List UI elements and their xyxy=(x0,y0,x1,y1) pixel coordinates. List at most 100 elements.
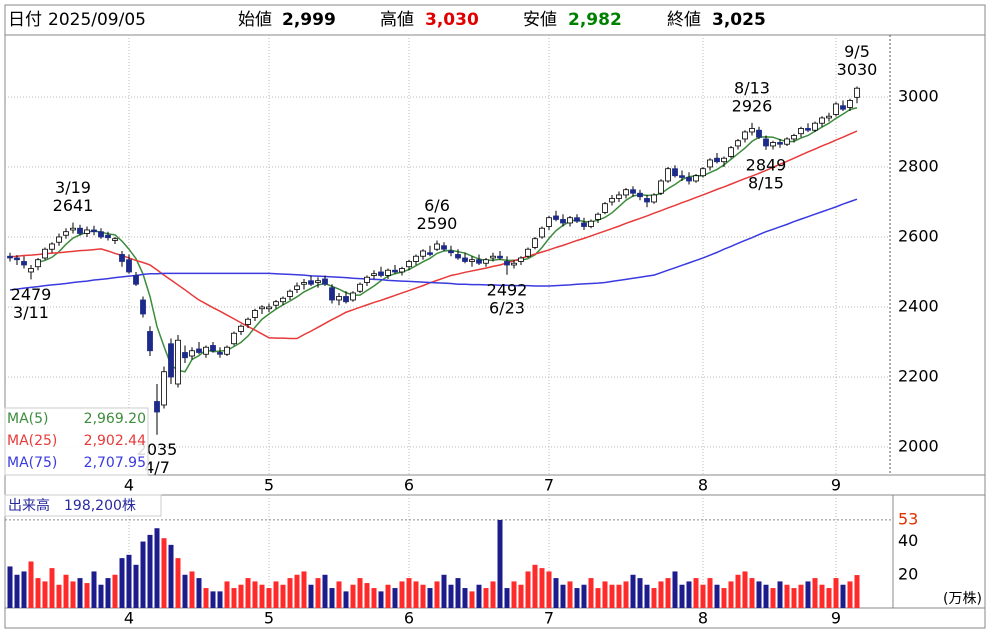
candle-body xyxy=(406,261,412,268)
candle-body xyxy=(203,346,209,355)
candle-body xyxy=(21,261,27,266)
volume-bar xyxy=(854,575,860,608)
volume-latest: 198,200株 xyxy=(64,498,136,514)
candle-body xyxy=(756,129,762,138)
volume-bar xyxy=(329,588,335,608)
x-tick-label: 9 xyxy=(831,476,841,495)
volume-title: 出来高 xyxy=(8,497,50,514)
candle-body xyxy=(280,297,286,303)
candle-body xyxy=(28,268,34,273)
volume-bar xyxy=(385,584,391,608)
candle-body xyxy=(371,273,377,276)
candle-body xyxy=(245,318,251,325)
candle-body xyxy=(315,280,321,283)
candle-body xyxy=(833,103,839,115)
x-tick-label: 9 xyxy=(831,609,841,628)
candle-body xyxy=(385,269,391,276)
volume-bar xyxy=(63,574,69,608)
y-tick-label: 2200 xyxy=(898,366,939,385)
volume-bar xyxy=(140,541,146,608)
y-tick-label: 3000 xyxy=(898,86,939,105)
candle-body xyxy=(637,192,643,198)
candle-body xyxy=(546,217,552,227)
volume-bar xyxy=(280,584,286,608)
candle-body xyxy=(420,250,426,257)
candle-body xyxy=(77,227,83,234)
candle-body xyxy=(56,236,62,243)
x-tick-label: 5 xyxy=(264,476,274,495)
y-tick-label: 40 xyxy=(898,531,918,550)
volume-bar xyxy=(273,581,279,608)
x-tick-label: 7 xyxy=(544,609,554,628)
volume-bar xyxy=(714,584,720,608)
candle-body xyxy=(413,255,419,262)
volume-bar xyxy=(91,571,97,608)
candle-body xyxy=(434,243,440,250)
volume-bar xyxy=(581,584,587,608)
candle-body xyxy=(497,255,503,259)
volume-bar xyxy=(770,588,776,608)
volume-bar xyxy=(133,564,139,608)
candle-body xyxy=(427,252,433,255)
candle-body xyxy=(798,128,804,135)
candle-body xyxy=(336,296,342,301)
volume-bar xyxy=(399,581,405,608)
volume-bar xyxy=(665,578,671,608)
volume-bar xyxy=(616,584,622,608)
x-tick-label: 6 xyxy=(404,476,414,495)
volume-bar xyxy=(301,571,307,608)
candle-body xyxy=(308,280,314,285)
volume-bar xyxy=(777,581,783,608)
candle-body xyxy=(784,138,790,145)
candle-body xyxy=(840,105,846,110)
candle-body xyxy=(749,128,755,133)
legend-label: MA(5) xyxy=(7,411,49,427)
candle-body xyxy=(735,140,741,147)
y-tick-label: 2800 xyxy=(898,156,939,175)
volume-bar xyxy=(203,588,209,608)
volume-bar xyxy=(728,581,734,608)
candle-body xyxy=(693,175,699,182)
chart-frame xyxy=(4,34,986,629)
annotation-date: 3/11 xyxy=(13,303,49,322)
volume-bar xyxy=(546,571,552,608)
volume-bar xyxy=(700,584,706,608)
volume-bar xyxy=(427,588,433,608)
peak-label: 53 xyxy=(898,509,918,528)
candle-body xyxy=(119,254,125,262)
candle-body xyxy=(819,117,825,124)
volume-bar xyxy=(693,578,699,608)
annotation-value: 2492 xyxy=(487,280,528,299)
volume-bar xyxy=(70,581,76,608)
candle-body xyxy=(686,177,692,182)
header-value: 2,982 xyxy=(568,10,622,30)
volume-bar xyxy=(336,581,342,608)
volume-bar xyxy=(357,578,363,608)
candle-body xyxy=(357,283,363,292)
volume-bar xyxy=(812,578,818,608)
annotation-date: 6/6 xyxy=(424,196,450,215)
volume-bar xyxy=(420,584,426,608)
candle-body xyxy=(224,346,230,355)
volume-bar xyxy=(840,584,846,608)
volume-bar xyxy=(154,528,160,608)
volume-bar xyxy=(105,578,111,608)
volume-bar xyxy=(469,591,475,608)
volume-bar xyxy=(735,574,741,608)
candle-body xyxy=(560,219,566,224)
volume-bar xyxy=(168,544,174,608)
candle-body xyxy=(455,254,461,259)
legend-value: 2,707.95 xyxy=(84,455,146,471)
volume-bar xyxy=(350,584,356,608)
candle-body xyxy=(763,138,769,147)
candle-body xyxy=(168,343,174,378)
volume-bar xyxy=(287,578,293,608)
volume-bar xyxy=(161,538,167,608)
ma-line xyxy=(37,107,858,373)
volume-bar xyxy=(196,578,202,608)
volume-bar xyxy=(238,584,244,608)
candle-body xyxy=(392,269,398,273)
volume-bar xyxy=(637,578,643,608)
volume-bar xyxy=(126,554,132,608)
